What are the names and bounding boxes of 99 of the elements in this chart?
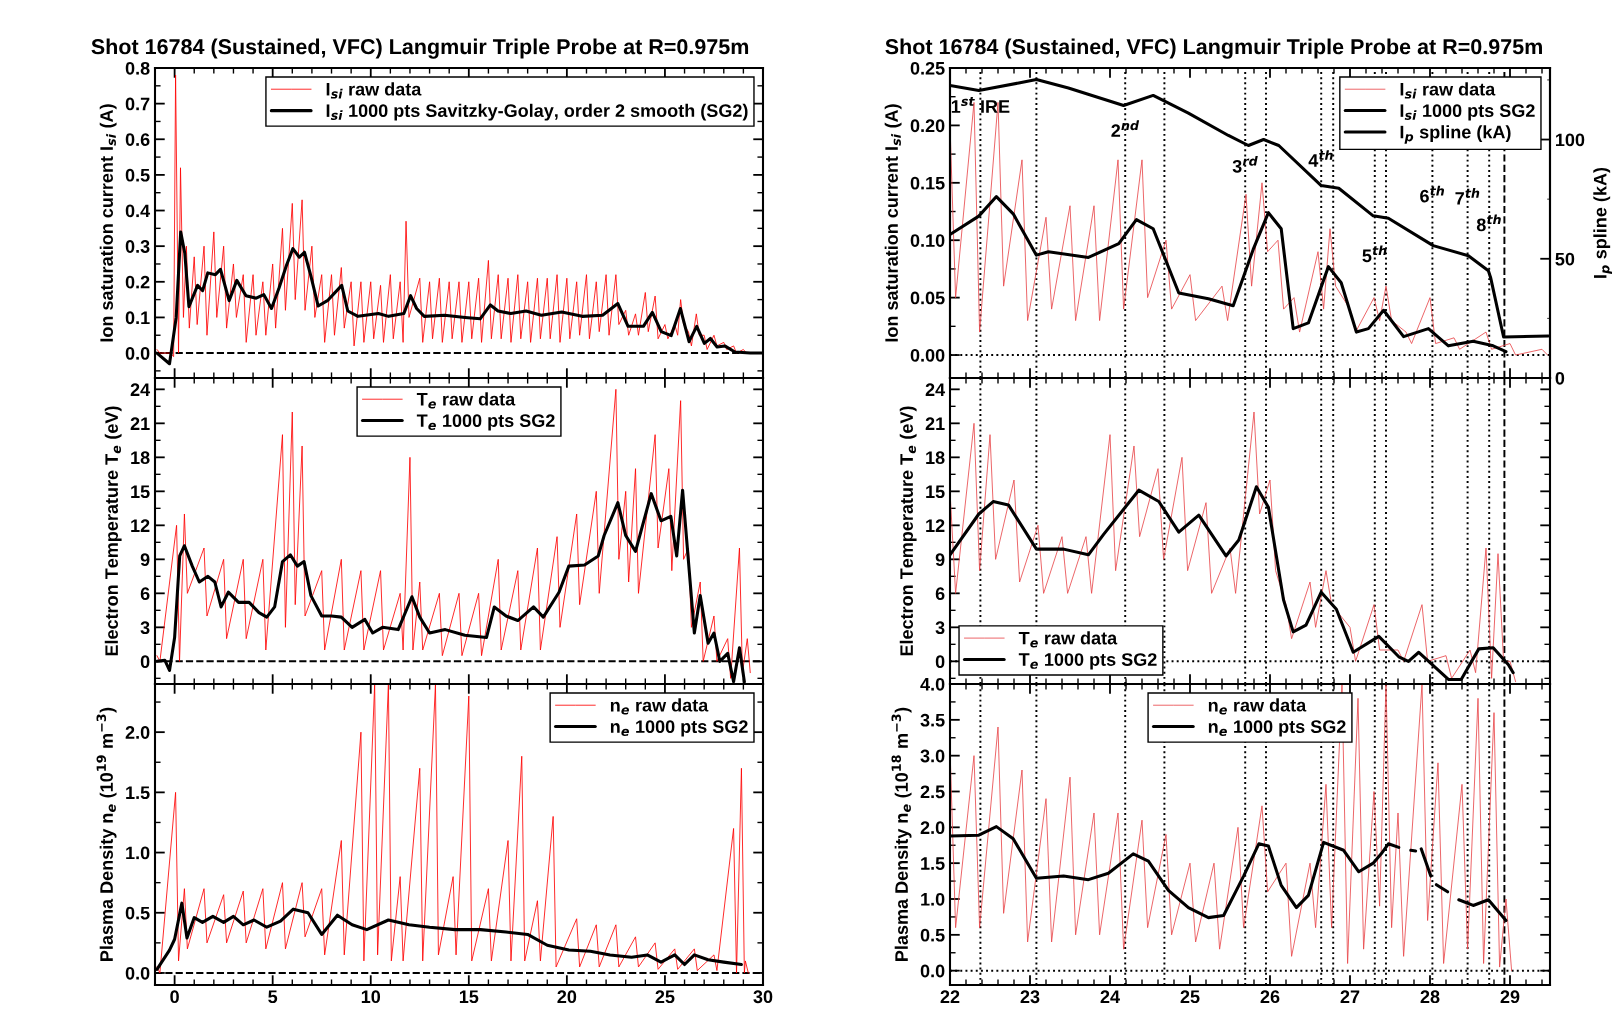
legend-label: T$_{e}$ raw data [416, 392, 516, 409]
x-tick-label: 15 [459, 990, 479, 1004]
y-tick-label: 0.1 [125, 311, 150, 325]
y-axis-title: Ion saturation current I$_{si}$ (A) [884, 104, 902, 342]
annotation: 5$^{th}$ [1362, 245, 1387, 263]
x-tick-label: 10 [361, 990, 381, 1004]
line-series [950, 684, 1513, 972]
x-tick-label: 5 [268, 990, 278, 1004]
x-tick-label: 20 [557, 990, 577, 1004]
y-tick-label: 3 [140, 621, 150, 635]
y-tick-label: 21 [925, 417, 945, 430]
y-axis-title: Electron Temperature T$_{e}$ (eV) [899, 406, 917, 656]
line-series [156, 684, 749, 974]
y-tick-label: 1.0 [126, 846, 150, 860]
chart-title: Shot 16784 (Sustained, VFC) Langmuir Triple Probe at R=0.975m [91, 38, 749, 59]
y-tick-label: 0.20 [910, 119, 945, 133]
y-tick-label: 21 [130, 417, 150, 430]
y-tick-label: 0.15 [910, 176, 945, 190]
y-tick-label: 0.3 [125, 240, 150, 253]
x-tick-label: 0 [170, 990, 179, 1004]
annotation: 4$^{th}$ [1308, 150, 1333, 167]
y-tick-label: 2.0 [920, 821, 945, 835]
y-tick-label: 0.2 [125, 275, 150, 289]
legend-label: n$_{e}$ raw data [1208, 698, 1307, 715]
y-tick-label: 2.0 [125, 726, 150, 739]
y-tick-label: 0 [140, 655, 150, 669]
legend-label: T$_{e}$ 1000 pts SG2 [416, 414, 555, 431]
legend-label: n$_{e}$ 1000 pts SG2 [1208, 720, 1346, 737]
annotation: 3$^{rd}$ [1232, 156, 1258, 173]
x-tick-label: 29 [1500, 990, 1520, 1004]
legend-label: T$_{e}$ raw data [1018, 631, 1118, 648]
x-tick-label: 22 [940, 990, 960, 1003]
x-tick-label: 25 [1180, 990, 1200, 1004]
y-tick-label: 0.7 [125, 97, 150, 111]
y-tick-label: 0.0 [125, 966, 150, 980]
y-tick-label: 12 [926, 519, 945, 532]
legend-label: I$_{p}$ spline (kA) [1400, 125, 1511, 144]
y-tick-label: 4.0 [920, 677, 945, 691]
y-tick-label: 6 [935, 587, 945, 601]
y-tick-label: 0 [935, 655, 945, 669]
y-axis-title: Plasma Density n$_{e}$ (10$^{19}$ m$^{−3}$) [96, 707, 117, 961]
legend-label: I$_{si}$ 1000 pts SG2 [1400, 104, 1535, 121]
annotation: 6$^{th}$ [1420, 185, 1445, 203]
y-tick-label: 9 [935, 553, 945, 567]
y-tick-label: 24 [130, 383, 151, 396]
line-series [156, 388, 751, 679]
legend-label: I$_{si}$ raw data [1400, 82, 1496, 99]
annotation: 8$^{th}$ [1476, 214, 1501, 232]
y2-tick-label: 100 [1556, 133, 1585, 147]
y-tick-label: 0.4 [125, 204, 151, 218]
line-series [950, 411, 1517, 683]
legend-label: n$_{e}$ raw data [610, 698, 709, 715]
x-tick-label: 25 [655, 990, 675, 1004]
y-tick-label: 1.5 [921, 857, 945, 870]
y-axis-title: Ion saturation current I$_{si}$ (A) [99, 104, 117, 342]
y-tick-label: 0.0 [920, 964, 945, 978]
y-tick-label: 12 [131, 519, 150, 532]
y-tick-label: 0.5 [920, 928, 945, 942]
x-tick-label: 26 [1260, 990, 1280, 1004]
chart-title: Shot 16784 (Sustained, VFC) Langmuir Triple Probe at R=0.975m [885, 38, 1542, 59]
y-tick-label: 0.00 [910, 348, 945, 362]
y2-axis-title: I$_{p}$ spline (kA) [1593, 167, 1612, 278]
annotation: 1$^{st}$ IRE [951, 96, 1010, 113]
legend-label: n$_{e}$ 1000 pts SG2 [610, 720, 748, 737]
y-tick-label: 0.6 [125, 133, 150, 146]
y-tick-label: 0.05 [910, 291, 945, 305]
y-tick-label: 24 [925, 383, 946, 396]
y-axis-title: Plasma Density n$_{e}$ (10$^{18}$ m$^{−3}$) [891, 707, 912, 961]
y-tick-label: 0.25 [910, 61, 945, 75]
y-tick-label: 1.5 [126, 786, 150, 800]
x-tick-label: 23 [1020, 990, 1040, 1004]
y-tick-label: 18 [926, 451, 945, 465]
y-tick-label: 2.5 [920, 785, 945, 799]
y-tick-label: 15 [131, 485, 150, 499]
x-tick-label: 24 [1100, 990, 1120, 1003]
y-tick-label: 0.0 [125, 346, 150, 360]
y-tick-label: 3.5 [920, 713, 945, 727]
y-axis-title: Electron Temperature T$_{e}$ (eV) [104, 406, 122, 656]
y-tick-label: 0.8 [125, 61, 150, 75]
y-tick-label: 18 [131, 451, 150, 465]
y-tick-label: 0.10 [910, 234, 945, 247]
y-tick-label: 6 [140, 587, 150, 601]
y-tick-label: 3 [935, 621, 945, 635]
x-tick-label: 30 [753, 990, 773, 1004]
y-tick-label: 1.0 [921, 892, 945, 906]
x-tick-label: 28 [1420, 990, 1440, 1004]
legend-label: T$_{e}$ 1000 pts SG2 [1018, 653, 1157, 670]
y-tick-label: 15 [926, 485, 945, 499]
legend-label: I$_{si}$ 1000 pts Savitzky-Golay, order 2 smooth (SG2) [326, 103, 748, 121]
annotation: 7$^{th}$ [1455, 188, 1480, 205]
annotation: 2$^{nd}$ [1111, 120, 1140, 137]
legend-label: I$_{si}$ raw data [326, 82, 422, 99]
y2-tick-label: 50 [1555, 252, 1575, 266]
y-tick-label: 3.0 [920, 749, 945, 763]
y2-tick-label: 0 [1555, 371, 1565, 385]
y-tick-label: 0.5 [125, 168, 150, 182]
y-tick-label: 9 [140, 553, 150, 567]
x-tick-label: 27 [1340, 990, 1360, 1003]
y-tick-label: 0.5 [125, 906, 150, 920]
